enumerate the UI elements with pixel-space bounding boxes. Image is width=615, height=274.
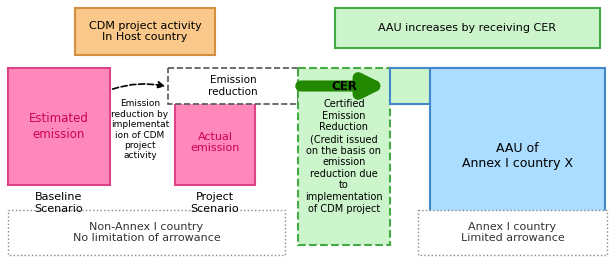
Text: CER: CER [331,79,357,93]
Text: Estimated
emission: Estimated emission [29,113,89,141]
FancyBboxPatch shape [430,68,605,245]
Text: Certified
Emission
Reduction
(Credit issued
on the basis on
emission
reduction d: Certified Emission Reduction (Credit iss… [305,99,383,214]
FancyBboxPatch shape [335,8,600,48]
Text: Actual
emission: Actual emission [190,132,240,153]
Text: CDM project activity
In Host country: CDM project activity In Host country [89,21,201,42]
FancyBboxPatch shape [168,68,298,104]
Text: Non-Annex I country
No limitation of arrowance: Non-Annex I country No limitation of arr… [73,222,220,243]
FancyBboxPatch shape [75,8,215,55]
FancyBboxPatch shape [8,210,285,255]
Text: Annex I country
Limited arrowance: Annex I country Limited arrowance [461,222,565,243]
Text: Emission
reduction by
implementat
ion of CDM
project
activity: Emission reduction by implementat ion of… [111,99,169,161]
Text: AAU of
Annex I country X: AAU of Annex I country X [462,142,573,170]
Text: AAU increases by receiving CER: AAU increases by receiving CER [378,23,557,33]
FancyBboxPatch shape [298,68,390,245]
Text: Emission
reduction: Emission reduction [208,75,258,97]
FancyBboxPatch shape [8,68,110,185]
Text: Project
Scenario: Project Scenario [191,192,239,214]
FancyBboxPatch shape [175,100,255,185]
FancyBboxPatch shape [390,68,430,104]
FancyBboxPatch shape [418,210,607,255]
Text: Baseline
Scenario: Baseline Scenario [34,192,83,214]
